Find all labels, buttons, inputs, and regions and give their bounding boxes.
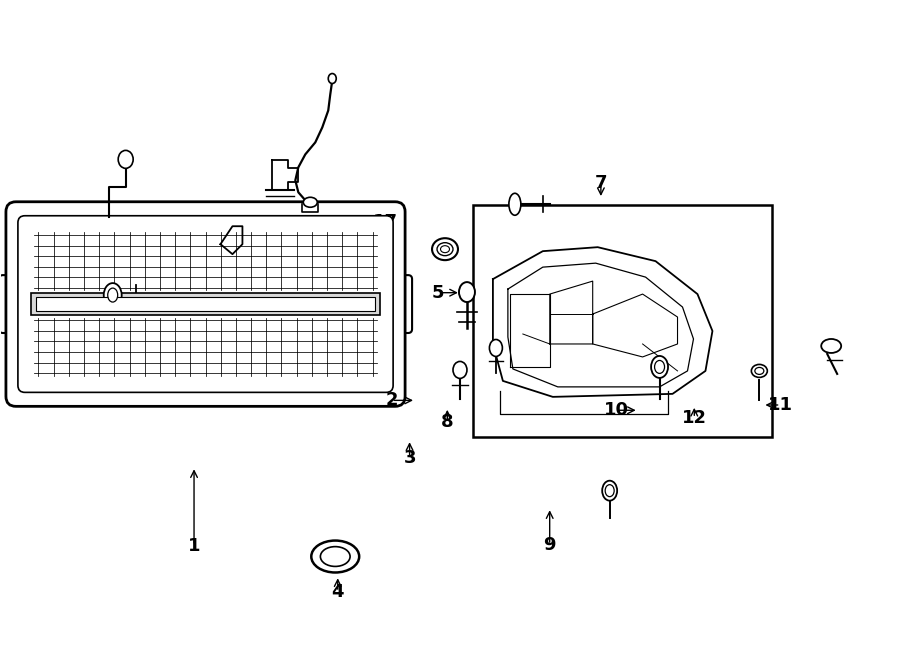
Ellipse shape: [602, 481, 617, 500]
Ellipse shape: [104, 283, 122, 307]
Ellipse shape: [459, 282, 475, 302]
Text: 3: 3: [403, 449, 416, 467]
Ellipse shape: [118, 150, 133, 168]
Text: 11: 11: [768, 396, 793, 414]
Ellipse shape: [432, 238, 458, 260]
Text: 12: 12: [682, 409, 707, 427]
Text: 1: 1: [188, 537, 201, 555]
Bar: [473, 205, 772, 437]
Ellipse shape: [108, 288, 118, 302]
Text: 10: 10: [604, 401, 629, 419]
Text: 6: 6: [364, 322, 377, 340]
Ellipse shape: [755, 367, 764, 375]
Ellipse shape: [328, 73, 337, 83]
Text: 9: 9: [544, 536, 556, 554]
Ellipse shape: [752, 364, 768, 377]
Ellipse shape: [605, 485, 614, 496]
Ellipse shape: [440, 246, 449, 253]
FancyBboxPatch shape: [18, 216, 393, 393]
Text: 8: 8: [441, 412, 454, 430]
FancyBboxPatch shape: [386, 275, 412, 333]
Ellipse shape: [311, 541, 359, 573]
Ellipse shape: [303, 197, 318, 207]
FancyBboxPatch shape: [6, 202, 405, 406]
Text: 14: 14: [53, 301, 78, 319]
Ellipse shape: [490, 340, 502, 356]
FancyBboxPatch shape: [0, 275, 25, 333]
Bar: [36, 297, 375, 311]
Text: 17: 17: [373, 213, 398, 231]
Ellipse shape: [654, 360, 664, 373]
Ellipse shape: [651, 356, 668, 378]
Bar: [31, 293, 380, 315]
Text: 15: 15: [243, 236, 267, 254]
Ellipse shape: [821, 339, 842, 353]
Ellipse shape: [320, 547, 350, 567]
Text: 5: 5: [432, 284, 445, 302]
Ellipse shape: [453, 361, 467, 379]
Text: 13: 13: [44, 365, 69, 383]
Ellipse shape: [437, 243, 453, 256]
Text: 4: 4: [331, 583, 344, 601]
Text: 7: 7: [595, 174, 608, 192]
Ellipse shape: [508, 193, 521, 215]
Text: 16: 16: [186, 297, 211, 315]
Text: 2: 2: [385, 391, 398, 409]
